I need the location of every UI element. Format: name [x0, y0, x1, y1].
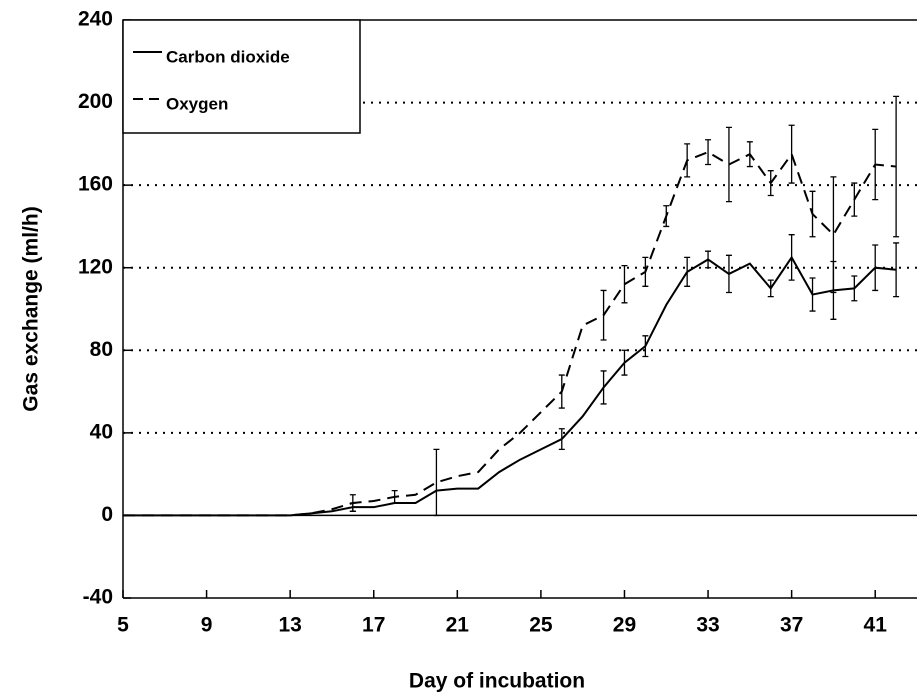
error-bar — [851, 275, 858, 302]
error-bar — [767, 170, 774, 197]
error-bar — [893, 95, 900, 238]
error-bar — [621, 349, 628, 376]
error-bar — [725, 254, 732, 294]
legend-label: Oxygen — [166, 94, 228, 113]
x-tick-label: 21 — [446, 614, 470, 637]
error-bar — [558, 374, 565, 409]
error-bar — [788, 234, 795, 281]
y-tick-label: -40 — [83, 586, 113, 609]
series-line — [123, 151, 897, 517]
error-bar — [433, 448, 440, 517]
error-bar — [684, 256, 691, 287]
error-bar — [872, 128, 879, 201]
x-tick-label: 41 — [864, 614, 888, 637]
error-bar — [663, 205, 670, 228]
error-bar — [725, 126, 732, 203]
x-tick-label: 9 — [201, 614, 213, 637]
x-axis-label: Day of incubation — [409, 670, 585, 693]
error-bar — [788, 124, 795, 184]
x-tick-label: 13 — [278, 614, 301, 637]
x-tick-label: 17 — [362, 614, 385, 637]
error-bar — [872, 244, 879, 292]
x-tick-label: 25 — [529, 614, 553, 637]
error-bar — [684, 143, 691, 178]
legend-box — [122, 19, 361, 134]
y-tick-label: 200 — [78, 90, 113, 113]
error-bar — [851, 182, 858, 217]
error-bar — [809, 190, 816, 238]
error-bar — [391, 490, 398, 504]
x-tick-label: 33 — [696, 614, 719, 637]
x-tick-label: 37 — [780, 614, 803, 637]
error-bar — [558, 428, 565, 451]
x-tick-label: 29 — [613, 614, 636, 637]
error-bar — [600, 289, 607, 341]
x-tick-label: 5 — [117, 614, 129, 637]
y-tick-label: 240 — [78, 8, 113, 31]
error-bar — [621, 265, 628, 304]
y-tick-label: 120 — [78, 255, 113, 278]
error-bar — [705, 139, 712, 166]
error-bar — [642, 256, 649, 287]
legend-label: Carbon dioxide — [166, 47, 290, 66]
error-bar — [642, 335, 649, 358]
error-bar — [893, 242, 900, 298]
y-tick-label: 80 — [90, 338, 113, 361]
error-bar — [746, 141, 753, 168]
error-bar — [830, 176, 837, 294]
error-bar — [600, 370, 607, 405]
y-tick-label: 40 — [90, 420, 113, 443]
series-line — [123, 255, 897, 517]
error-bar — [349, 494, 356, 512]
y-tick-label: 160 — [78, 173, 113, 196]
y-tick-label: 0 — [101, 503, 113, 526]
y-axis-label: Gas exchange (ml/h) — [20, 206, 43, 411]
error-bar — [767, 279, 774, 298]
error-bar — [809, 277, 816, 312]
error-bar — [705, 250, 712, 269]
